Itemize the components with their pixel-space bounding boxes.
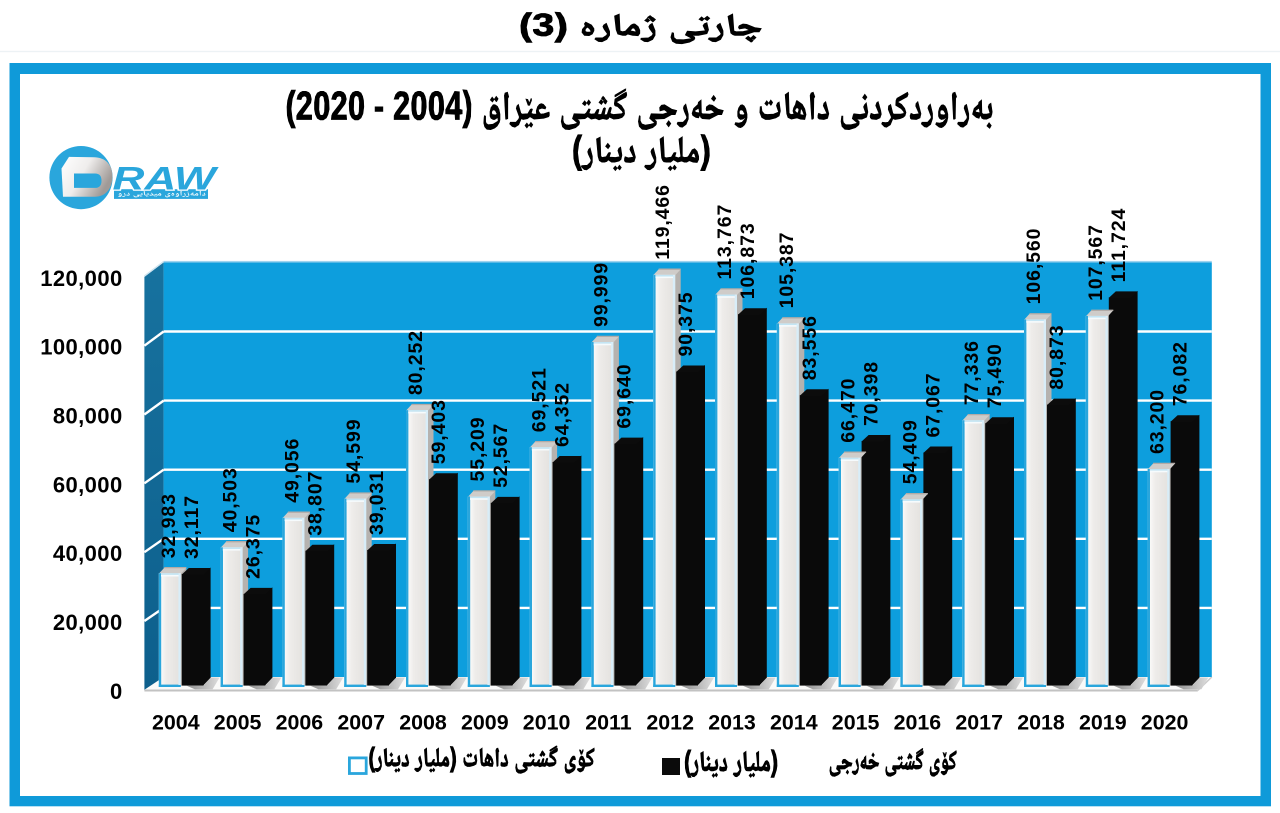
svg-text:69,521: 69,521 [529,367,551,432]
svg-text:66,470: 66,470 [838,378,860,443]
svg-text:2011: 2011 [585,710,632,734]
svg-text:0: 0 [110,679,123,704]
svg-text:100,000: 100,000 [40,335,122,360]
svg-text:55,209: 55,209 [467,416,489,481]
svg-text:67,067: 67,067 [922,372,944,437]
svg-text:2017: 2017 [955,710,1003,734]
svg-text:60,000: 60,000 [53,472,123,497]
svg-text:76,082: 76,082 [1170,341,1192,406]
svg-text:2014: 2014 [770,710,818,734]
svg-text:111,724: 111,724 [1108,208,1130,283]
svg-text:105,387: 105,387 [776,232,798,309]
svg-text:32,983: 32,983 [158,493,180,558]
svg-text:39,031: 39,031 [366,470,388,535]
svg-text:2004: 2004 [152,710,200,734]
svg-text:2008: 2008 [399,710,447,734]
svg-text:2010: 2010 [523,710,571,734]
svg-text:120,000: 120,000 [40,266,122,291]
svg-text:RAW: RAW [113,161,219,197]
svg-text:20,000: 20,000 [53,610,123,635]
svg-text:54,409: 54,409 [899,419,921,484]
svg-text:64,352: 64,352 [552,382,574,447]
svg-text:2006: 2006 [276,710,324,734]
svg-text:75,490: 75,490 [984,343,1006,408]
svg-text:83,556: 83,556 [799,315,821,380]
svg-text:90,375: 90,375 [675,291,697,356]
svg-text:69,640: 69,640 [613,364,635,429]
svg-text:54,599: 54,599 [343,419,365,484]
svg-text:40,000: 40,000 [53,541,123,566]
svg-text:2012: 2012 [646,710,694,734]
svg-text:32,117: 32,117 [181,495,203,559]
svg-text:2009: 2009 [461,710,509,734]
svg-text:70,398: 70,398 [861,361,883,426]
svg-text:106,560: 106,560 [1023,228,1045,305]
svg-text:99,999: 99,999 [590,262,612,327]
svg-text:106,873: 106,873 [737,222,759,299]
svg-text:38,807: 38,807 [304,471,326,536]
svg-text:2007: 2007 [337,710,385,734]
svg-text:77,336: 77,336 [961,340,983,405]
svg-text:2019: 2019 [1079,710,1127,734]
svg-text:2016: 2016 [894,710,942,734]
svg-text:2020: 2020 [1141,710,1189,734]
svg-text:59,403: 59,403 [428,399,450,464]
svg-text:80,873: 80,873 [1046,325,1068,390]
svg-text:26,375: 26,375 [243,514,265,579]
svg-text:107,567: 107,567 [1085,224,1107,301]
svg-text:80,000: 80,000 [53,404,123,429]
svg-text:119,466: 119,466 [652,184,674,260]
svg-text:52,567: 52,567 [490,423,512,488]
svg-text:2005: 2005 [214,710,262,734]
svg-text:2015: 2015 [832,710,880,734]
svg-text:63,200: 63,200 [1147,389,1169,454]
svg-text:40,503: 40,503 [220,467,242,532]
svg-text:49,056: 49,056 [281,438,303,503]
svg-text:2013: 2013 [708,710,756,734]
svg-text:113,767: 113,767 [714,204,736,280]
svg-text:80,252: 80,252 [405,330,427,395]
svg-text:2018: 2018 [1017,710,1065,734]
